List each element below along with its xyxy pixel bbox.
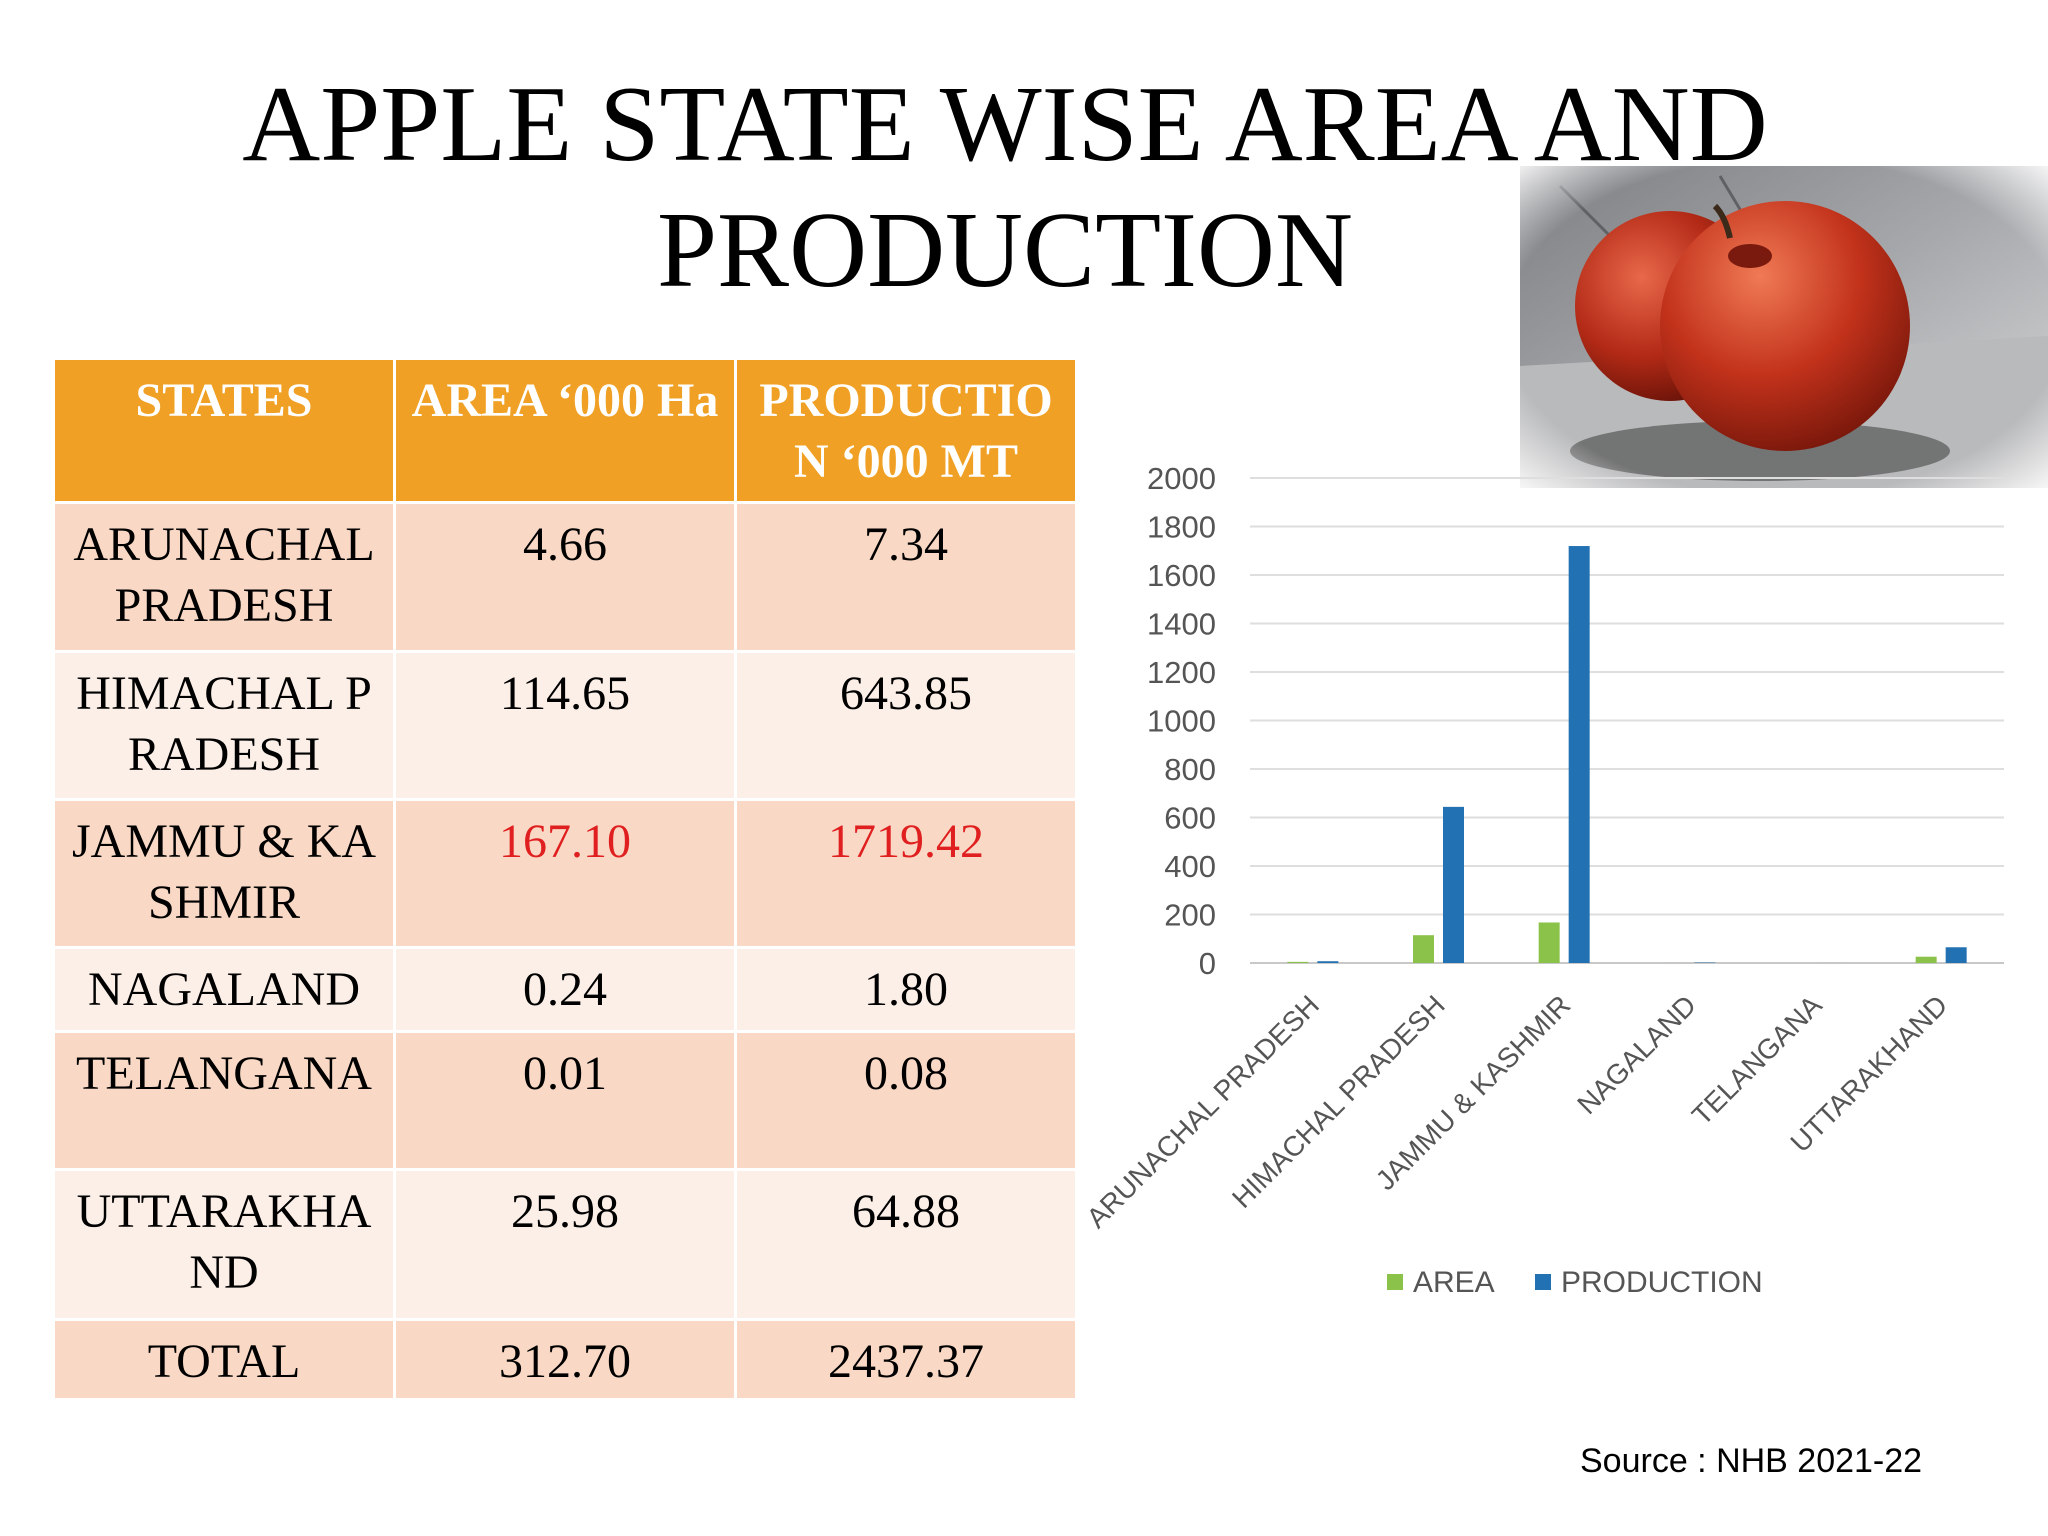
header-production: PRODUCTION ‘000 MT bbox=[734, 357, 1078, 504]
table-header-row: STATES AREA ‘000 Ha PRODUCTION ‘000 MT bbox=[52, 357, 1078, 504]
table-row: UTTARAKHAND 25.98 64.88 bbox=[52, 1168, 1078, 1321]
cell-production: 0.08 bbox=[734, 1030, 1078, 1171]
cell-state: TELANGANA bbox=[52, 1030, 396, 1171]
y-tick-label: 200 bbox=[1164, 898, 1216, 933]
legend-swatch bbox=[1387, 1274, 1403, 1290]
cell-area: 114.65 bbox=[393, 650, 737, 801]
table-row: JAMMU & KASHMIR 167.10 1719.42 bbox=[52, 798, 1078, 949]
table-row: TELANGANA 0.01 0.08 bbox=[52, 1030, 1078, 1171]
cell-state: NAGALAND bbox=[52, 946, 396, 1033]
cell-state: HIMACHAL PRADESH bbox=[52, 650, 396, 801]
cell-area: 0.01 bbox=[393, 1030, 737, 1171]
legend-label: PRODUCTION bbox=[1561, 1266, 1763, 1299]
cell-state: JAMMU & KASHMIR bbox=[52, 798, 396, 949]
cell-production: 7.34 bbox=[734, 501, 1078, 653]
y-tick-label: 1800 bbox=[1147, 510, 1216, 545]
x-tick-label: HIMACHAL PRADESH bbox=[1226, 989, 1451, 1214]
bar-production bbox=[1317, 961, 1339, 963]
y-tick-label: 1400 bbox=[1147, 607, 1216, 642]
table-row: HIMACHAL PRADESH 114.65 643.85 bbox=[52, 650, 1078, 801]
y-tick-label: 800 bbox=[1164, 752, 1216, 787]
cell-production: 64.88 bbox=[734, 1168, 1078, 1321]
y-tick-label: 2000 bbox=[1147, 461, 1216, 496]
cell-area: 312.70 bbox=[393, 1318, 737, 1401]
y-tick-label: 1200 bbox=[1147, 655, 1216, 690]
table-row-total: TOTAL 312.70 2437.37 bbox=[52, 1318, 1078, 1401]
header-area: AREA ‘000 Ha bbox=[393, 357, 737, 504]
y-tick-label: 1000 bbox=[1147, 704, 1216, 739]
cell-area-highlight: 167.10 bbox=[393, 798, 737, 949]
area-production-table: STATES AREA ‘000 Ha PRODUCTION ‘000 MT A… bbox=[52, 357, 1078, 1401]
bar-area bbox=[1915, 956, 1937, 963]
cell-state: ARUNACHAL PRADESH bbox=[52, 501, 396, 653]
title-line-2: PRODUCTION bbox=[656, 191, 1354, 310]
y-tick-label: 0 bbox=[1199, 946, 1216, 981]
cell-production-highlight: 1719.42 bbox=[734, 798, 1078, 949]
x-tick-label: NAGALAND bbox=[1571, 989, 1702, 1120]
slide-title: APPLE STATE WISE AREA AND PRODUCTION bbox=[40, 62, 1970, 314]
apple-photo bbox=[1520, 166, 2048, 488]
cell-state: TOTAL bbox=[52, 1318, 396, 1401]
header-states: STATES bbox=[52, 357, 396, 504]
cell-production: 2437.37 bbox=[734, 1318, 1078, 1401]
legend-swatch bbox=[1535, 1274, 1551, 1290]
y-tick-label: 1600 bbox=[1147, 558, 1216, 593]
x-tick-label: TELANGANA bbox=[1686, 989, 1828, 1131]
table-row: NAGALAND 0.24 1.80 bbox=[52, 946, 1078, 1033]
source-note: Source : NHB 2021-22 bbox=[1580, 1442, 1923, 1480]
bar-production bbox=[1568, 546, 1590, 963]
bar-production bbox=[1945, 947, 1967, 963]
bar-production bbox=[1443, 806, 1464, 963]
y-tick-label: 600 bbox=[1164, 801, 1216, 836]
bar-area bbox=[1287, 961, 1309, 963]
cell-state: UTTARAKHAND bbox=[52, 1168, 396, 1321]
area-production-bar-chart: 0 200 400 600 800 1000 1200 1400 1600 1800 2000 ARU… bbox=[1081, 461, 2004, 1299]
cell-area: 4.66 bbox=[393, 501, 737, 653]
cell-area: 25.98 bbox=[393, 1168, 737, 1321]
x-tick-label: ARUNACHAL PRADESH bbox=[1081, 989, 1326, 1234]
bar-area bbox=[1538, 922, 1560, 963]
cell-area: 0.24 bbox=[393, 946, 737, 1033]
legend-label: AREA bbox=[1413, 1266, 1495, 1299]
bar-area bbox=[1413, 935, 1434, 963]
title-line-1: APPLE STATE WISE AREA AND bbox=[242, 65, 1768, 184]
table-row: ARUNACHAL PRADESH 4.66 7.34 bbox=[52, 501, 1078, 653]
y-tick-label: 400 bbox=[1164, 849, 1216, 884]
cell-production: 643.85 bbox=[734, 650, 1078, 801]
cell-production: 1.80 bbox=[734, 946, 1078, 1033]
